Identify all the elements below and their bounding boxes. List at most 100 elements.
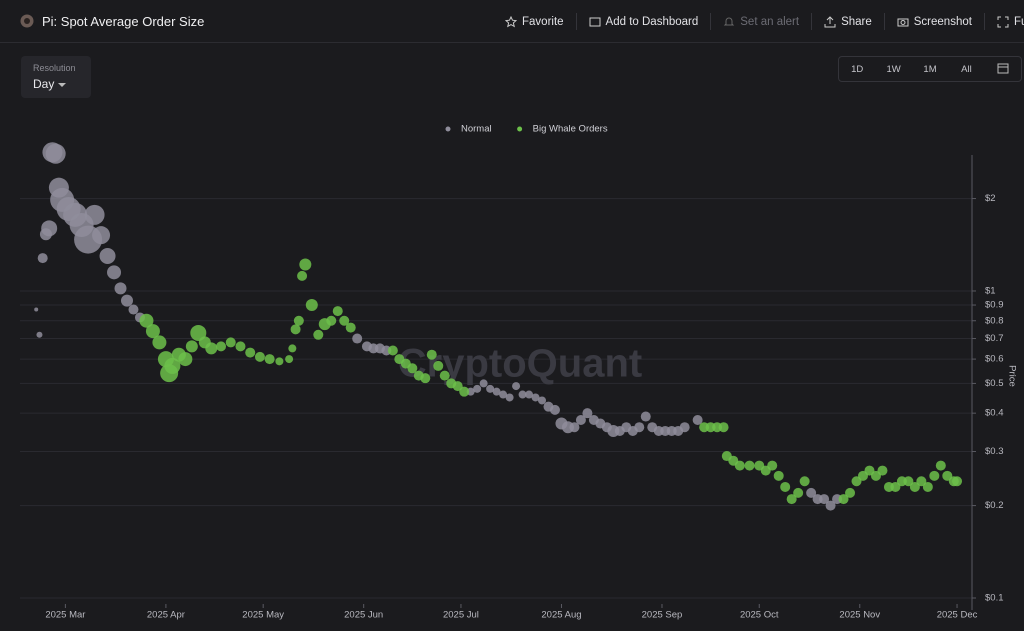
share-button[interactable]: Share [824,13,885,30]
expand-icon [997,16,1009,27]
bubble [305,299,318,312]
y-tick-label: $0.6 [985,354,1004,365]
bubble [345,322,356,333]
bubble [426,349,437,360]
x-tick-label: 2025 Aug [541,610,581,621]
label: Screenshot [913,15,972,28]
bubble [806,487,817,498]
bubble [767,460,778,471]
x-tick-label: 2025 Sep [642,610,683,621]
bubble [744,460,755,471]
range-1m[interactable]: 1M [923,63,937,75]
resolution-label: Resolution [33,63,76,73]
bubble [640,411,651,422]
bubble [114,282,127,295]
bubble [473,384,482,393]
bubble [819,494,830,505]
y-axis-title: Price [1006,365,1017,387]
x-tick-label: 2025 Dec [937,610,978,621]
bubble [297,270,308,281]
range-1w[interactable]: 1W [886,63,901,75]
bubble [582,408,593,419]
bubble [439,370,450,381]
range-all[interactable]: All [961,63,972,75]
bubble [45,143,66,164]
bubble [339,315,350,326]
bubble [254,351,265,362]
dashboard-button[interactable]: Add to Dashboard [589,13,712,30]
calendar-button[interactable] [985,62,1021,77]
bubble [799,476,810,487]
bubble [178,352,193,367]
y-tick-label: $0.1 [985,593,1004,604]
y-tick-label: $0.8 [985,315,1004,326]
bubble [293,315,304,326]
bubble [34,307,39,312]
x-tick-label: 2025 Jul [443,610,479,621]
bubble [525,390,534,399]
bubble [838,494,849,505]
screenshot-button[interactable]: Screenshot [897,13,985,30]
x-tick-label: 2025 Mar [45,610,85,621]
bubble [479,379,488,388]
bubble [929,470,940,481]
bubble [952,476,963,487]
y-tick-label: $0.7 [985,333,1004,344]
y-tick-label: $0.9 [985,300,1004,311]
bubble [245,347,256,358]
bubble [225,337,236,348]
favorite-button[interactable]: Favorite [505,13,577,30]
y-tick-label: $1 [985,285,996,296]
bubble [877,465,888,476]
camera-icon [897,18,909,26]
fullscreen-button[interactable]: Full [997,13,1024,30]
bubble [107,265,122,280]
bubble [845,487,856,498]
alert-button[interactable]: Set an alert [723,13,813,30]
bubble [531,393,540,402]
logo-icon [20,14,34,28]
bubble [679,422,690,433]
legend-marker [517,126,523,132]
bubble [145,324,160,339]
bubble [575,414,586,425]
star-icon [505,15,517,27]
bubble [288,344,297,353]
resolution-select[interactable]: Resolution Day [21,56,91,98]
y-tick-label: $0.5 [985,378,1004,389]
bubble [92,226,111,245]
y-tick-label: $0.2 [985,500,1004,511]
bubble [569,422,580,433]
bubble [499,390,508,399]
bubble [41,220,58,237]
bubble [264,354,275,365]
bubble [420,373,431,384]
label: Set an alert [740,15,800,28]
y-tick-label: $2 [985,193,996,204]
bubble [935,460,946,471]
series-0 [34,142,843,511]
bubble [37,253,48,264]
bubble [205,342,218,355]
bubble [909,481,920,492]
x-tick-label: 2025 Jun [344,610,383,621]
bubble [84,204,105,225]
y-tick-label: $0.4 [985,408,1004,419]
bubble [120,294,133,307]
bubble [387,345,398,356]
caret-icon [57,83,66,87]
bubble [780,481,791,492]
bubble [164,357,181,374]
range-1d[interactable]: 1D [851,63,864,75]
x-tick-label: 2025 Oct [740,610,779,621]
bubble [139,313,154,328]
bubble [486,384,495,393]
share-icon [824,15,836,27]
legend-marker [445,126,451,132]
bubble [128,304,139,315]
bubble [452,381,463,392]
bubble [518,390,527,399]
